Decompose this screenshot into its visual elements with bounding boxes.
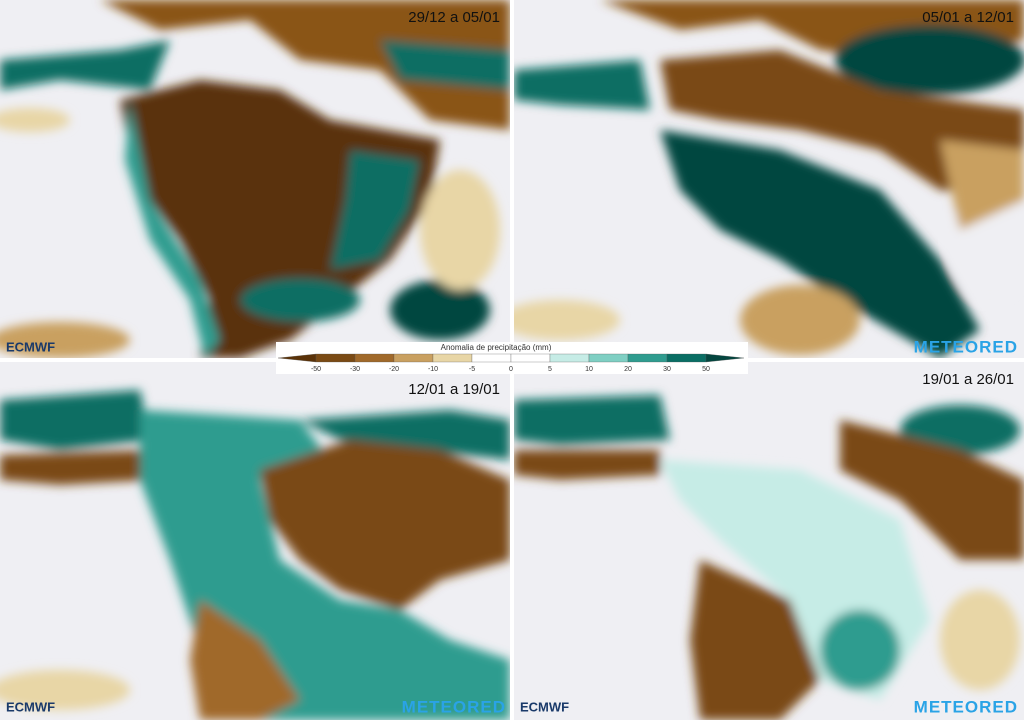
- colorbar-tick-label: 10: [585, 366, 593, 373]
- map-panel: [0, 362, 510, 720]
- colorbar-segment: [588, 353, 629, 363]
- colorbar-segment: [354, 353, 395, 363]
- colorbar-tick-label: -10: [428, 366, 438, 373]
- colorbar-title: Anomalia de precipitação (mm): [441, 343, 552, 352]
- colorbar-segment: [393, 353, 434, 363]
- meteored-logo: METEORED: [914, 697, 1018, 716]
- colorbar-segment: [432, 353, 473, 363]
- colorbar-tick-label: -20: [389, 366, 399, 373]
- colorbar-segment: [627, 353, 668, 363]
- colorbar-segment: [315, 353, 356, 363]
- ecmwf-logo: ECMWF: [520, 699, 569, 714]
- colorbar-tick-label: 0: [509, 366, 513, 373]
- meteored-logo: METEORED: [402, 697, 506, 716]
- map-panel: [514, 362, 1024, 720]
- colorbar-tick-label: 5: [548, 366, 552, 373]
- colorbar-tick-label: 30: [663, 366, 671, 373]
- period-label: 19/01 a 26/01: [922, 371, 1014, 388]
- period-label: 12/01 a 19/01: [408, 381, 500, 398]
- map-panel: [0, 0, 510, 358]
- colorbar-segment: [471, 353, 512, 363]
- map-panel: [514, 0, 1024, 358]
- colorbar-tick-label: -5: [469, 366, 475, 373]
- colorbar-tick-label: 50: [702, 366, 710, 373]
- colorbar-segment: [705, 353, 745, 363]
- colorbar: Anomalia de precipitação (mm) -50 -30 -20-…: [276, 342, 748, 374]
- colorbar-tick-label: 20: [624, 366, 632, 373]
- meteored-logo: METEORED: [914, 337, 1018, 356]
- ecmwf-logo: ECMWF: [6, 699, 55, 714]
- colorbar-segment: [549, 353, 590, 363]
- colorbar-tick-label: -30: [350, 366, 360, 373]
- ecmwf-logo: ECMWF: [6, 339, 55, 354]
- colorbar-segment: [510, 353, 551, 363]
- period-label: 05/01 a 12/01: [922, 9, 1014, 26]
- colorbar-segment: [666, 353, 707, 363]
- period-label: 29/12 a 05/01: [408, 9, 500, 26]
- colorbar-tick-label: -50: [311, 366, 321, 373]
